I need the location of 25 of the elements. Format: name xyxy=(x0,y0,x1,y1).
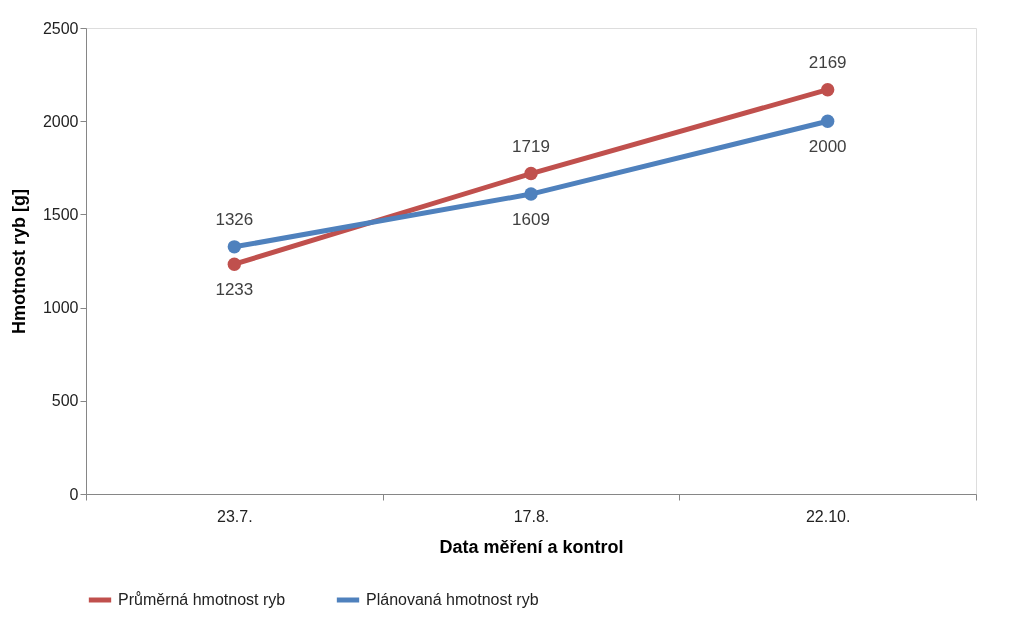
legend-label: Plánovaná hmotnost ryb xyxy=(366,591,539,608)
x-tick-label: 23.7. xyxy=(217,507,253,525)
point xyxy=(820,83,835,97)
point xyxy=(820,114,835,128)
data-label: 1233 xyxy=(215,280,254,300)
point xyxy=(227,240,242,254)
y-tick-label: 500 xyxy=(51,392,79,410)
point xyxy=(524,166,538,181)
data-label: 1719 xyxy=(512,136,550,156)
legend-label: Průměrná hmotnost ryb xyxy=(118,591,286,608)
x-tick-label: 22.10. xyxy=(805,507,851,525)
y-tick-label: 0 xyxy=(69,485,79,503)
x-tick-label: 17.8. xyxy=(513,507,550,525)
y-tick-label: 2500 xyxy=(42,19,79,37)
point xyxy=(524,187,538,201)
y-tick-label: 1000 xyxy=(42,299,79,317)
data-label: 2169 xyxy=(808,52,847,72)
data-label: 2000 xyxy=(808,137,847,157)
x-axis-title: Data měření a kontrol xyxy=(439,536,624,557)
y-tick-label: 1500 xyxy=(42,205,79,223)
y-tick-label: 2000 xyxy=(42,112,79,130)
data-label: 1609 xyxy=(512,210,550,230)
data-label: 1326 xyxy=(215,209,254,229)
point xyxy=(227,257,242,271)
y-axis-title: Hmotnost ryb [g] xyxy=(8,189,29,334)
